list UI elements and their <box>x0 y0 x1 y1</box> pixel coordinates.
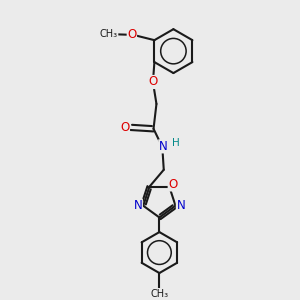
Text: N: N <box>159 140 168 153</box>
Text: N: N <box>134 199 142 212</box>
Text: CH₃: CH₃ <box>150 289 168 298</box>
Text: O: O <box>168 178 178 191</box>
Text: O: O <box>148 76 158 88</box>
Text: O: O <box>120 121 130 134</box>
Text: CH₃: CH₃ <box>100 29 118 39</box>
Text: O: O <box>127 28 136 40</box>
Text: H: H <box>172 138 179 148</box>
Text: N: N <box>176 199 185 212</box>
